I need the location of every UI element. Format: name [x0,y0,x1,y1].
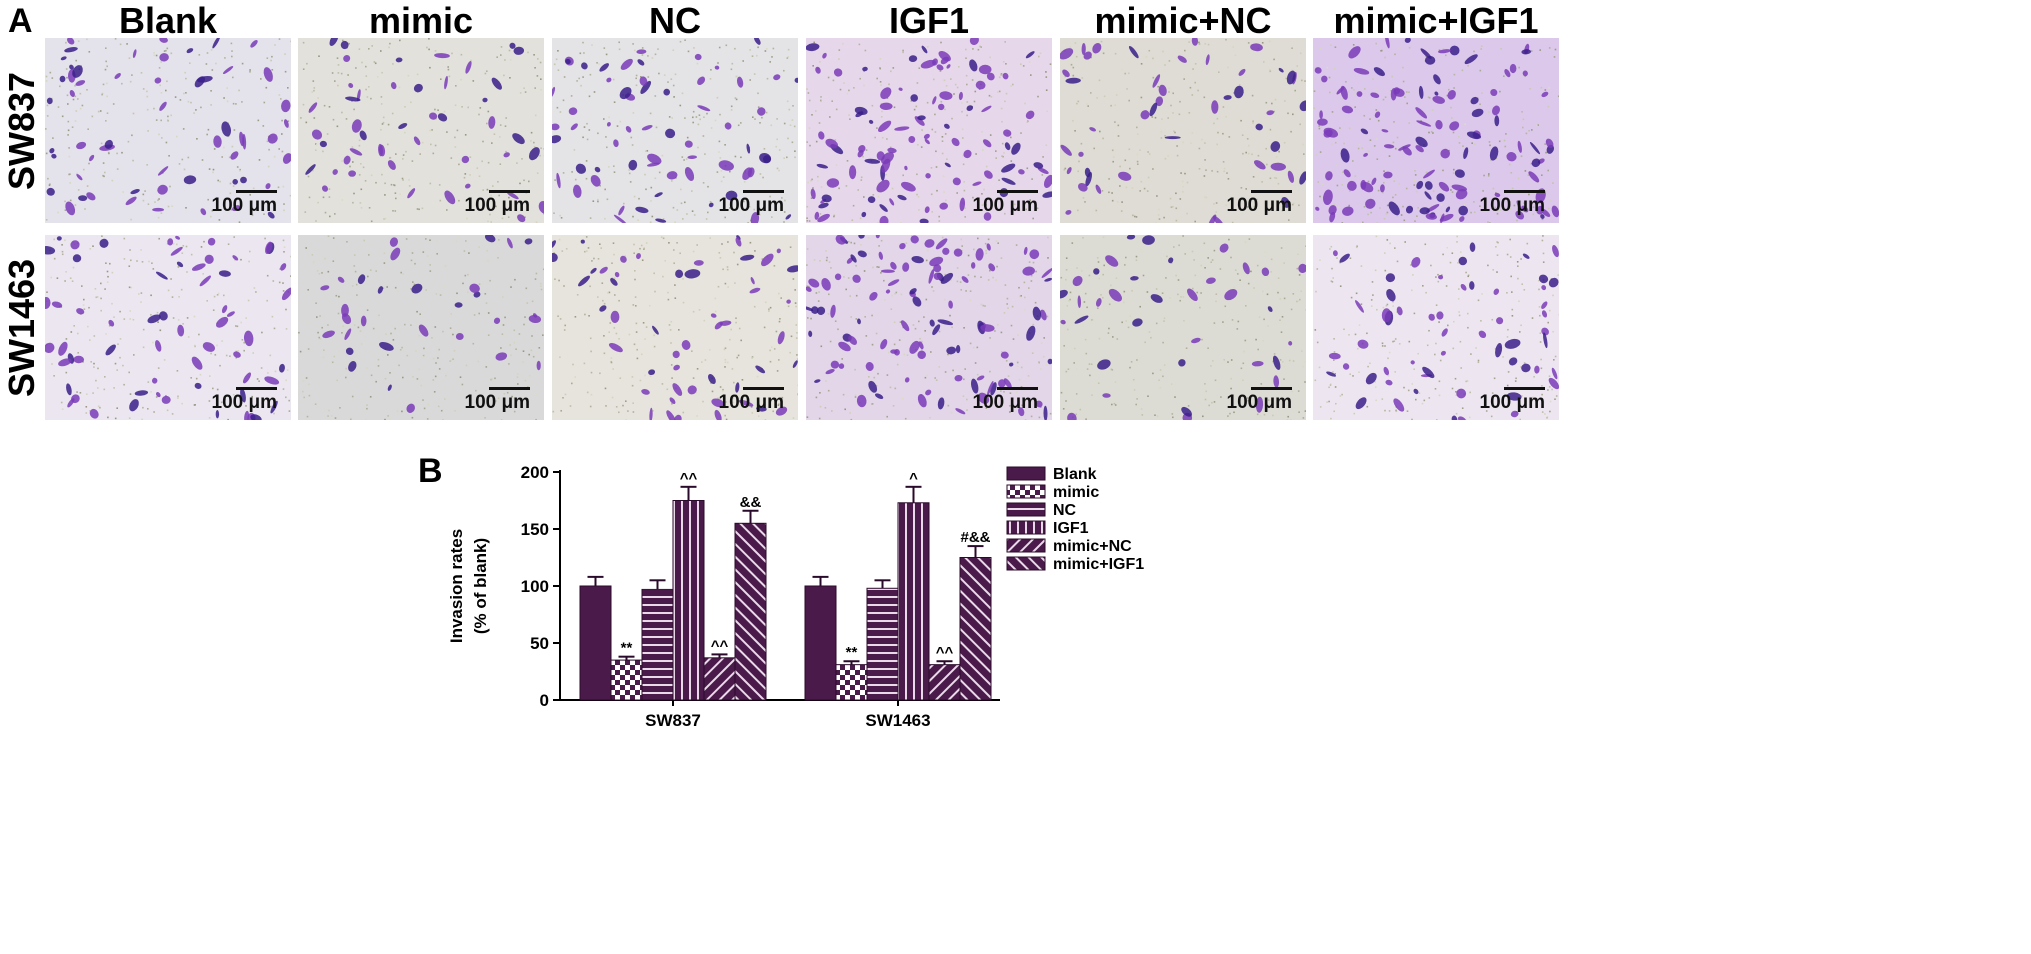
scale-bar-label: 100 μm [211,190,277,216]
micrograph-image: 100 μm [1313,38,1559,223]
scale-bar-label: 100 μm [972,387,1038,413]
bar-mimic-nc-sw837 [703,657,736,701]
bar-mimic-sw1463 [835,664,868,701]
bar-igf1-sw1463 [897,502,930,701]
y-tick-label: 100 [521,577,549,596]
y-tick-label: 50 [530,634,549,653]
legend-swatch [1006,484,1046,499]
scale-bar-label: 100 μm [972,190,1038,216]
micrograph-image: 100 μm [45,38,291,223]
significance-label: ^ [909,470,918,487]
micrograph-image: 100 μm [552,235,798,420]
bar-mimic-igf1-sw837 [734,522,767,701]
legend-swatch [1006,556,1046,571]
micrograph-image: 100 μm [45,235,291,420]
significance-label: #&& [960,529,990,546]
bar-mimic-nc-sw1463 [928,664,961,701]
column-title: IGF1 [888,0,969,41]
legend-label: mimic [1053,484,1099,501]
y-tick-label: 0 [540,691,549,710]
column-title: NC [649,0,701,41]
legend-label: Blank [1053,466,1097,483]
scale-bar-label: 100 μm [1479,387,1545,413]
micrograph-image: 100 μm [1060,235,1306,420]
bar-mimic-sw837 [610,659,643,701]
y-tick-label: 150 [521,520,549,539]
legend-swatch [1006,538,1046,553]
scale-bar-label: 100 μm [1226,190,1292,216]
legend-swatch [1006,502,1046,517]
significance-label: ^^ [711,637,729,654]
legend-swatch [1006,466,1046,481]
column-title: mimic+NC [1094,0,1272,41]
scale-bar-label: 100 μm [211,387,277,413]
y-tick-label: 200 [521,463,549,482]
legend-swatch [1006,520,1046,535]
invasion-rate-bar-chart: Invasion rates (% of blank) 0 50 100 150 200 **… [447,463,1144,730]
scale-bar-label: 100 μm [464,190,530,216]
scale-bar-label: 100 μm [718,190,784,216]
bar-nc-sw837 [641,588,674,701]
y-axis-label: Invasion rates [447,529,466,643]
panel-a-letter: A [8,2,33,40]
micrograph-image: 100 μm [806,38,1052,223]
micrograph-image: 100 μm [298,235,544,420]
y-axis-label: (% of blank) [471,538,490,634]
micrograph-image: 100 μm [1313,235,1559,420]
significance-label: && [740,494,762,511]
significance-label: ** [846,644,858,661]
column-title: mimic [368,0,474,41]
x-tick-label: SW1463 [865,711,930,730]
significance-label: ^^ [680,470,698,487]
micrograph-image: 100 μm [298,38,544,223]
bar-igf1-sw837 [672,500,705,701]
bar-mimic-igf1-sw1463 [959,557,992,701]
bar-blank-sw1463 [804,585,837,701]
micrograph-image: 100 μm [552,38,798,223]
legend-label: mimic+IGF1 [1053,556,1144,573]
legend-label: IGF1 [1053,520,1089,537]
bar-nc-sw1463 [866,587,899,701]
column-title: mimic+IGF1 [1333,0,1539,41]
row-title: SW1463 [1,258,42,398]
panel-b-letter: B [418,452,443,490]
legend-label: mimic+NC [1053,538,1132,555]
x-tick-label: SW837 [645,711,701,730]
scale-bar-label: 100 μm [1226,387,1292,413]
scale-bar-label: 100 μm [718,387,784,413]
micrograph-image: 100 μm [806,235,1052,420]
bar-blank-sw837 [579,585,612,701]
column-title: Blank [118,0,218,41]
significance-label: ** [621,640,633,657]
micrograph-image: 100 μm [1060,38,1306,223]
legend-label: NC [1053,502,1077,519]
scale-bar-label: 100 μm [1479,190,1545,216]
significance-label: ^^ [936,644,954,661]
scale-bar-label: 100 μm [464,387,530,413]
